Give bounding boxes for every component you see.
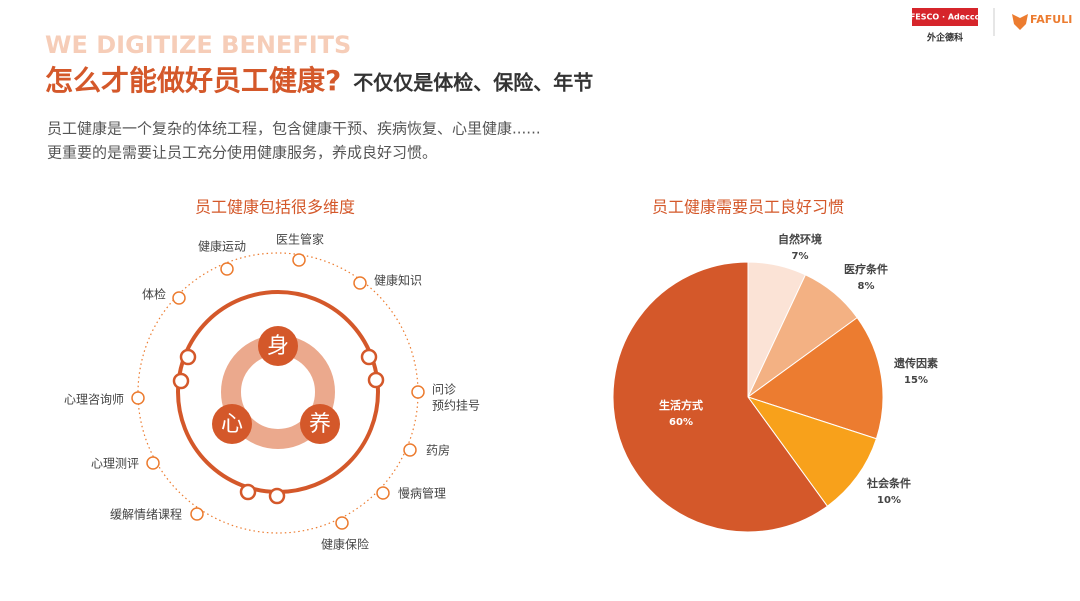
logo-text: FAFULI	[1030, 13, 1072, 26]
slice-value: 7%	[792, 251, 809, 262]
intro: 更重要的是需要让员工充分使用健康服务，养成良好习惯。	[47, 144, 437, 162]
slice-value: 60%	[669, 417, 693, 428]
intro: 员工健康是一个复杂的体统工程，包含健康干预、疾病恢复、心里健康......	[47, 120, 541, 138]
pie-slice	[746, 396, 878, 507]
item-nodes	[131, 253, 425, 530]
item-label: 药房	[426, 443, 450, 458]
slice-label: 社会条件	[866, 476, 911, 490]
core-label: 身	[267, 334, 289, 359]
item-label: 缓解情绪课程	[110, 507, 182, 522]
item-label: 心理测评	[91, 457, 139, 471]
slice-value: 15%	[904, 375, 928, 386]
logo-sub: 外企德科	[926, 32, 963, 44]
slice-value: 8%	[858, 281, 875, 292]
diagram-title: 员工健康包括很多维度	[195, 198, 355, 217]
item-label: 心理咨询师	[64, 392, 124, 407]
slice-label: 医疗条件	[844, 262, 888, 276]
core-circle	[258, 326, 298, 366]
core-circle	[300, 404, 340, 444]
pie-slice	[746, 316, 884, 440]
item-label: 健康保险	[321, 537, 369, 552]
slice-label: 遗传因素	[893, 356, 938, 370]
slice-label: 生活方式	[659, 398, 703, 412]
item-label: 健康运动	[198, 239, 246, 254]
item-label: 体检	[142, 287, 166, 302]
middle-ring	[176, 290, 380, 494]
item-label: 健康知识	[374, 273, 422, 288]
core-label: 心	[221, 412, 243, 437]
subtitle: 不仅仅是体检、保险、年节	[353, 71, 593, 95]
ring-nodes	[172, 348, 385, 505]
logo-box	[912, 8, 978, 26]
pie-slice	[612, 261, 829, 533]
core-label: 养	[309, 412, 331, 437]
item-label: 慢病管理	[398, 486, 446, 501]
kicker: WE DIGITIZE BENEFITS	[45, 31, 351, 59]
item-label: 医生管家	[276, 232, 324, 247]
slice-value: 10%	[877, 495, 901, 506]
chart-title: 员工健康需要员工良好习惯	[652, 198, 844, 217]
logo-icon	[1012, 14, 1028, 30]
title: 怎么才能做好员工健康?	[45, 64, 341, 97]
slice-label: 自然环境	[778, 232, 822, 246]
item-label: 预约挂号	[432, 398, 480, 413]
item-label: 问诊	[432, 383, 456, 397]
logo-text: FESCO · Adecco	[910, 13, 981, 22]
core-circle	[212, 404, 252, 444]
